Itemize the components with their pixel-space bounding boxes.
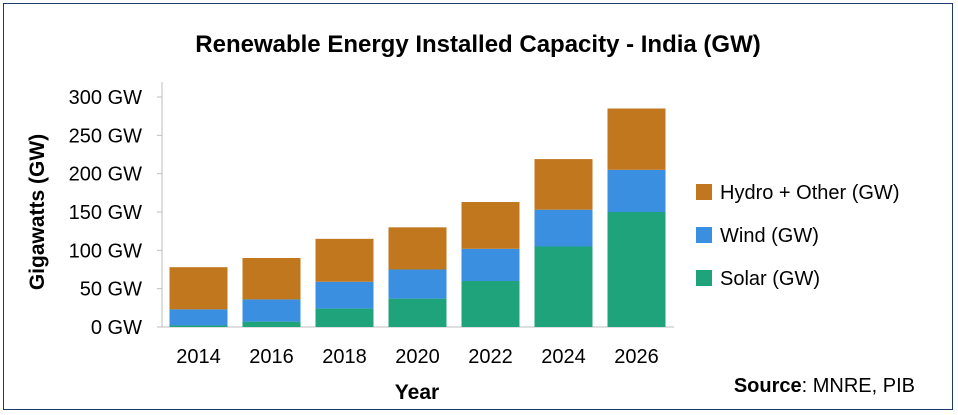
x-tick-label: 2016 <box>249 346 294 368</box>
bar-segment <box>242 299 301 322</box>
bar-segment <box>534 246 593 327</box>
bar-segment <box>388 227 447 270</box>
x-tick-label: 2014 <box>176 346 221 368</box>
legend-label: Solar (GW) <box>720 268 820 290</box>
y-tick-label: 300 GW <box>69 87 142 109</box>
bar-segment <box>534 209 593 247</box>
legend-label: Hydro + Other (GW) <box>720 182 899 204</box>
legend-swatch <box>696 227 712 243</box>
x-tick-label: 2020 <box>395 346 440 368</box>
source-note: Source: MNRE, PIB <box>734 375 915 397</box>
legend-swatch <box>696 270 712 286</box>
y-tick-label: 0 GW <box>91 317 142 339</box>
x-tick-label: 2024 <box>541 346 586 368</box>
x-tick-label: 2018 <box>322 346 367 368</box>
y-tick-label: 50 GW <box>80 279 142 301</box>
bar-segment <box>169 267 228 310</box>
bar-segment <box>169 325 228 327</box>
y-tick-label: 100 GW <box>69 240 142 262</box>
bar-segment <box>388 269 447 299</box>
y-tick-label: 200 GW <box>69 164 142 186</box>
bar-segment <box>461 281 520 327</box>
x-axis-label: Year <box>395 381 439 404</box>
y-tick-label: 150 GW <box>69 202 142 224</box>
bar-segment <box>607 108 666 170</box>
chart-title: Renewable Energy Installed Capacity - In… <box>195 31 760 58</box>
legend-swatch <box>696 184 712 200</box>
bar-segment <box>315 308 374 327</box>
bar-segment <box>461 202 520 249</box>
bar-segment <box>388 298 447 327</box>
bar-segment <box>242 321 301 327</box>
bar-segment <box>607 212 666 327</box>
bar-segment <box>461 248 520 281</box>
bar-segment <box>315 238 374 282</box>
legend-label: Wind (GW) <box>720 225 819 247</box>
source-label: Source <box>734 375 802 397</box>
x-tick-label: 2026 <box>614 346 659 368</box>
y-axis-label: Gigawatts (GW) <box>26 134 49 290</box>
bar-segment <box>315 281 374 309</box>
y-tick-label: 250 GW <box>69 125 142 147</box>
bar-segment <box>242 258 301 300</box>
x-tick-label: 2022 <box>468 346 513 368</box>
bar-segment <box>534 159 593 210</box>
bar-segment <box>607 169 666 212</box>
bar-segment <box>169 309 228 326</box>
source-text: : MNRE, PIB <box>802 375 915 397</box>
